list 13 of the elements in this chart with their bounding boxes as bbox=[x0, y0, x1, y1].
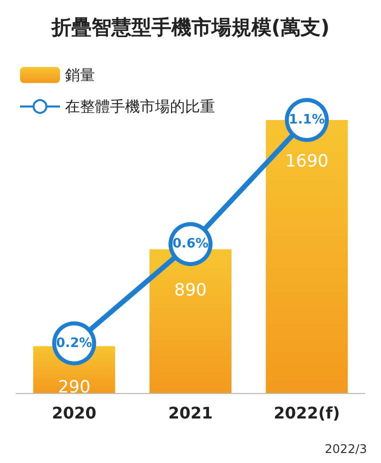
x-tick-label: 2020 bbox=[52, 404, 96, 422]
legend-label: 在整體手機市場的比重 bbox=[65, 98, 215, 116]
x-tick-label: 2021 bbox=[168, 404, 213, 422]
data-label: 1690 bbox=[285, 152, 328, 172]
data-label: 890 bbox=[174, 280, 207, 301]
data-label: 1.1% bbox=[288, 112, 325, 128]
data-label: 290 bbox=[58, 378, 90, 398]
data-label: 0.2% bbox=[56, 336, 92, 351]
text: 2022/3 bbox=[324, 442, 367, 456]
x-tick-label: 2022(f) bbox=[274, 404, 340, 422]
legend-label: 銷量 bbox=[65, 66, 95, 84]
chart-title: 折疊智慧型手機市場規模(萬支) bbox=[50, 15, 330, 39]
data-label: 0.6% bbox=[172, 236, 209, 252]
